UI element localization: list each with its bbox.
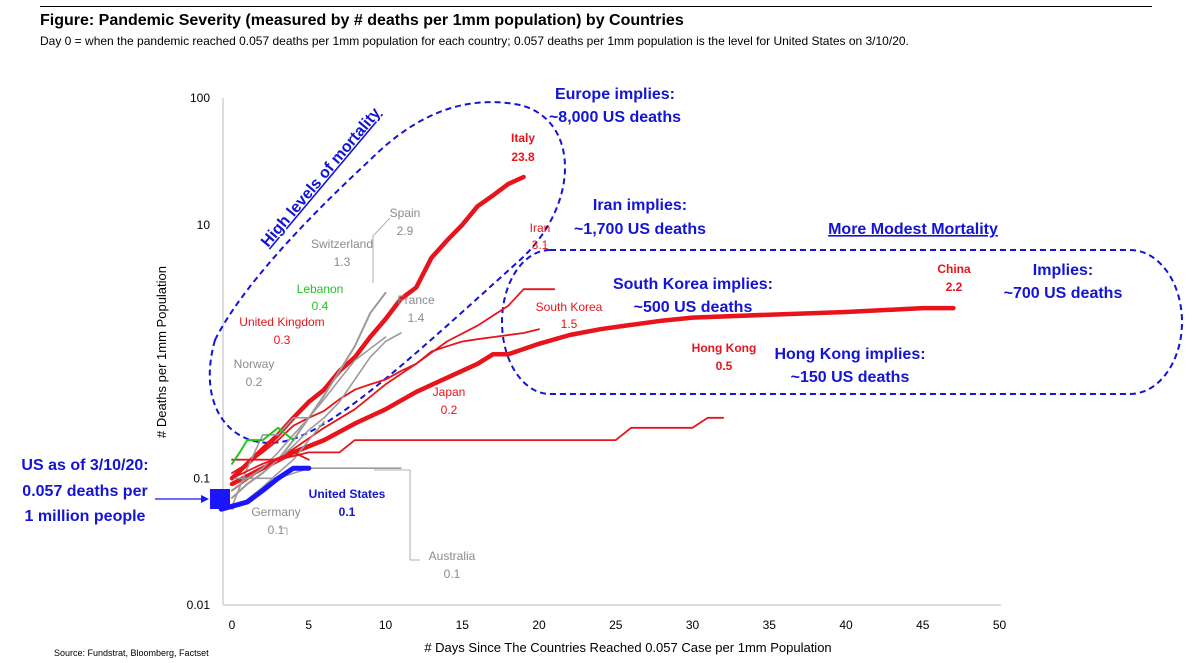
figure-subtitle: Day 0 = when the pandemic reached 0.057 … — [40, 34, 909, 48]
europe-implies-line1: Europe implies: — [555, 86, 675, 103]
x-tick-label: 45 — [916, 618, 930, 632]
label-france-value: 1.4 — [408, 311, 425, 325]
high-mortality-bubble — [208, 101, 566, 444]
x-tick-label: 10 — [379, 618, 393, 632]
x-tick-label: 15 — [456, 618, 470, 632]
label-china-value: 2.2 — [946, 280, 963, 294]
hong-kong-implies-line1: Hong Kong implies: — [774, 346, 925, 363]
x-ticks: 0 5 10 15 20 25 30 35 40 45 50 — [229, 618, 1007, 632]
label-norway-value: 0.2 — [246, 375, 263, 389]
label-australia-value: 0.1 — [444, 567, 461, 581]
y-tick-label: 0.1 — [193, 471, 210, 485]
x-tick-label: 0 — [229, 618, 236, 632]
x-tick-label: 30 — [686, 618, 700, 632]
x-tick-label: 35 — [763, 618, 777, 632]
x-axis-title: # Days Since The Countries Reached 0.057… — [424, 640, 831, 655]
south-korea-implies-line1: South Korea implies: — [613, 276, 773, 293]
label-australia-name: Australia — [429, 549, 476, 563]
series-line-australia — [231, 467, 402, 480]
x-tick-label: 20 — [532, 618, 546, 632]
label-us-name: United States — [309, 487, 386, 501]
hong-kong-implies-line2: ~150 US deaths — [791, 369, 910, 386]
iran-implies-line1: Iran implies: — [593, 197, 687, 214]
series-line-united-kingdom — [231, 328, 540, 474]
label-uk-name: United Kingdom — [239, 315, 324, 329]
label-japan-value: 0.2 — [441, 403, 458, 417]
x-tick-label: 40 — [839, 618, 853, 632]
label-uk-value: 0.3 — [274, 333, 291, 347]
series-line-japan — [231, 416, 725, 461]
china-implies-line1: Implies: — [1033, 262, 1093, 279]
spain-leader — [372, 217, 391, 283]
australia-leader — [374, 469, 420, 561]
series-line-south-korea — [229, 305, 956, 487]
axes — [222, 98, 1001, 606]
series-line-france — [231, 332, 402, 499]
label-lebanon-value: 0.4 — [312, 299, 329, 313]
modest-mortality-bubble — [501, 249, 1183, 395]
series-layer — [218, 174, 956, 512]
y-axis-title: # Deaths per 1mm Population — [154, 266, 169, 438]
us-note-line2: 0.057 deaths per — [22, 483, 147, 500]
label-hong-kong-value: 0.5 — [716, 359, 733, 373]
china-implies-line2: ~700 US deaths — [1004, 285, 1123, 302]
source-note: Source: Fundstrat, Bloomberg, Factset — [54, 648, 209, 658]
label-switzerland-value: 1.3 — [334, 255, 351, 269]
x-tick-label: 5 — [305, 618, 312, 632]
high-mortality-label: High levels of mortality — [258, 105, 384, 251]
modest-mortality-label: More Modest Mortality — [828, 221, 998, 238]
south-korea-implies-line2: ~500 US deaths — [634, 299, 753, 316]
label-switzerland-name: Switzerland — [311, 237, 373, 251]
iran-implies-line2: ~1,700 US deaths — [574, 221, 706, 238]
series-line-lebanon — [231, 426, 295, 465]
europe-implies-line2: ~8,000 US deaths — [549, 109, 681, 126]
x-tick-label: 25 — [609, 618, 623, 632]
label-spain-name: Spain — [390, 206, 421, 220]
series-line-hong-kong — [231, 451, 310, 480]
y-tick-label: 0.01 — [187, 598, 211, 612]
label-us-value: 0.1 — [339, 505, 356, 519]
series-line-united-states — [218, 465, 312, 512]
label-italy-name: Italy — [511, 131, 535, 145]
label-germany-value: 0.1 — [268, 523, 285, 537]
label-south-korea-name: South Korea — [536, 300, 603, 314]
germany-leader — [279, 527, 288, 535]
y-ticks: 0.01 0.1 10 100 — [187, 91, 211, 612]
label-germany-name: Germany — [251, 505, 300, 519]
label-lebanon-name: Lebanon — [297, 282, 344, 296]
series-line-iran — [231, 288, 556, 492]
label-italy-value: 23.8 — [511, 150, 535, 164]
label-france-name: France — [397, 293, 435, 307]
label-south-korea-value: 1.5 — [561, 317, 578, 331]
label-hong-kong-name: Hong Kong — [692, 341, 757, 355]
us-note-line1: US as of 3/10/20: — [21, 457, 148, 474]
label-china-name: China — [937, 262, 971, 276]
label-japan-name: Japan — [433, 385, 466, 399]
label-iran-name: Iran — [530, 221, 551, 235]
x-tick-label: 50 — [993, 618, 1007, 632]
us-note-line3: 1 million people — [25, 508, 146, 525]
label-spain-value: 2.9 — [397, 224, 414, 238]
y-tick-label: 100 — [190, 91, 210, 105]
label-iran-value: 3.1 — [532, 238, 549, 252]
y-tick-label: 10 — [197, 218, 211, 232]
figure-title: Figure: Pandemic Severity (measured by #… — [40, 12, 684, 29]
us-arrow-head — [201, 495, 209, 503]
us-current-marker — [210, 489, 230, 509]
title-rule — [40, 6, 1152, 7]
label-norway-name: Norway — [234, 357, 275, 371]
